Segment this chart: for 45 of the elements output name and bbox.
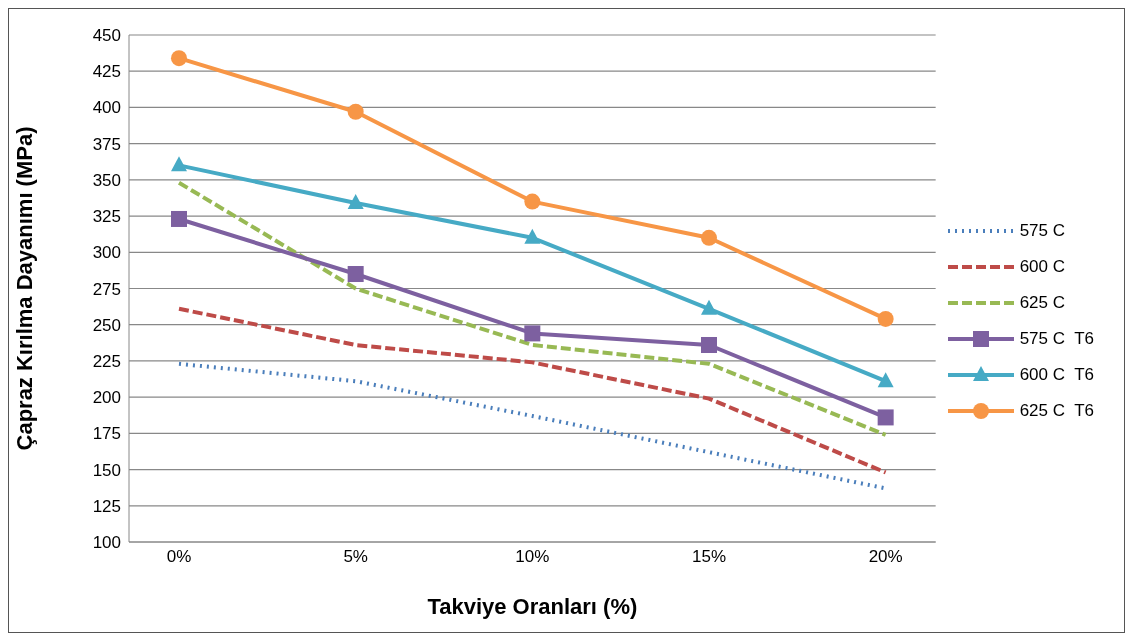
y-tick-label: 425 bbox=[92, 62, 121, 82]
legend-label: 625 C bbox=[1019, 292, 1066, 313]
legend-label: 600 C T6 bbox=[1019, 364, 1094, 385]
x-tick-label: 0% bbox=[166, 547, 192, 567]
point bbox=[171, 50, 187, 67]
point bbox=[524, 193, 541, 210]
legend-label: 625 C T6 bbox=[1019, 400, 1094, 421]
point bbox=[877, 372, 894, 388]
point bbox=[171, 210, 187, 227]
x-tick-label: 15% bbox=[691, 547, 727, 567]
y-tick-label: 125 bbox=[92, 496, 121, 516]
point bbox=[877, 310, 894, 327]
y-tick-label: 200 bbox=[92, 388, 121, 408]
y-tick-label: 325 bbox=[92, 207, 121, 227]
point bbox=[347, 266, 364, 283]
line-series bbox=[177, 306, 888, 475]
point bbox=[347, 103, 364, 120]
x-tick-label: 10% bbox=[515, 547, 550, 567]
y-tick-label: 175 bbox=[92, 424, 121, 444]
x-axis-title: Takviye Oranları (%) bbox=[427, 594, 638, 619]
point bbox=[700, 336, 717, 353]
point bbox=[347, 194, 364, 210]
y-tick-label: 150 bbox=[92, 460, 121, 480]
legend-label: 575 C bbox=[1019, 220, 1066, 241]
legend-label: 600 C bbox=[1019, 256, 1066, 277]
y-tick-label: 375 bbox=[92, 134, 121, 154]
point bbox=[171, 156, 187, 172]
point bbox=[700, 229, 717, 246]
y-tick-label: 275 bbox=[92, 279, 121, 299]
y-axis-title: Çapraz Kırılma Dayanımı (MPa) bbox=[11, 126, 37, 451]
y-tick-label: 350 bbox=[92, 170, 121, 190]
point bbox=[877, 409, 894, 426]
x-tick-label: 5% bbox=[343, 547, 368, 567]
point bbox=[524, 325, 541, 342]
legend-label: 575 C T6 bbox=[1019, 328, 1094, 349]
y-tick-label: 225 bbox=[92, 351, 121, 371]
y-tick-label: 400 bbox=[92, 98, 121, 118]
point bbox=[700, 299, 717, 315]
y-tick-label: 450 bbox=[92, 26, 121, 46]
y-tick-label: 250 bbox=[92, 315, 121, 335]
point bbox=[524, 228, 541, 244]
y-tick-label: 300 bbox=[92, 243, 121, 263]
x-tick-label: 20% bbox=[868, 547, 903, 567]
y-tick-label: 100 bbox=[92, 533, 121, 553]
line-series bbox=[177, 180, 888, 437]
